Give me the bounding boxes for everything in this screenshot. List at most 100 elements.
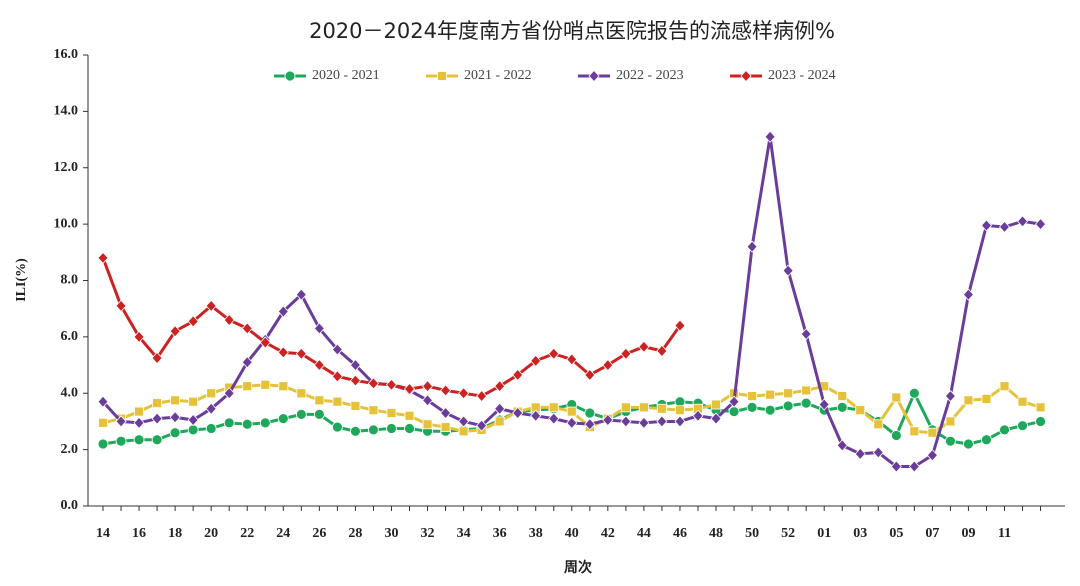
point bbox=[566, 353, 578, 366]
point bbox=[421, 394, 434, 407]
point bbox=[349, 358, 361, 372]
point bbox=[836, 401, 848, 413]
point bbox=[638, 340, 650, 353]
point bbox=[674, 396, 686, 408]
point bbox=[188, 396, 199, 407]
x-tick-label: 50 bbox=[745, 526, 759, 541]
chart-title: 2020－2024年度南方省份哨点医院报告的流感样病例% bbox=[309, 19, 835, 43]
point bbox=[800, 397, 812, 409]
x-tick-label: 46 bbox=[673, 526, 687, 541]
point bbox=[187, 315, 199, 328]
point bbox=[350, 425, 361, 437]
point bbox=[151, 351, 163, 365]
point bbox=[368, 424, 379, 436]
point bbox=[1035, 402, 1046, 413]
point bbox=[223, 313, 235, 327]
point bbox=[584, 407, 596, 419]
point bbox=[241, 418, 253, 430]
point bbox=[999, 424, 1010, 436]
x-tick-label: 18 bbox=[168, 526, 182, 541]
point bbox=[259, 336, 271, 349]
legend-marker bbox=[740, 69, 752, 83]
point bbox=[999, 381, 1010, 392]
point bbox=[926, 449, 938, 462]
point bbox=[151, 412, 163, 425]
point bbox=[854, 447, 866, 460]
x-tick-label: 14 bbox=[96, 526, 110, 541]
point bbox=[386, 423, 397, 434]
point bbox=[314, 395, 325, 406]
point bbox=[764, 130, 776, 143]
point bbox=[97, 251, 109, 265]
y-tick-label: 4.0 bbox=[61, 385, 79, 400]
y-tick-label: 16.0 bbox=[54, 47, 79, 62]
point bbox=[331, 343, 343, 356]
x-tick-label: 38 bbox=[529, 526, 543, 541]
x-tick-label: 42 bbox=[601, 526, 615, 541]
point bbox=[927, 427, 938, 438]
x-tick-label: 32 bbox=[421, 526, 435, 541]
point bbox=[313, 358, 325, 372]
point bbox=[277, 413, 289, 425]
point bbox=[206, 388, 217, 399]
point bbox=[115, 415, 127, 428]
point bbox=[764, 404, 776, 416]
point bbox=[440, 406, 452, 420]
point bbox=[800, 327, 812, 341]
point bbox=[331, 370, 343, 383]
point bbox=[765, 389, 776, 400]
y-tick-label: 12.0 bbox=[54, 160, 79, 175]
point bbox=[295, 408, 307, 420]
point bbox=[1035, 416, 1046, 427]
point bbox=[512, 368, 524, 382]
point bbox=[187, 424, 199, 436]
point bbox=[205, 423, 217, 434]
x-tick-label: 11 bbox=[998, 526, 1011, 541]
point bbox=[259, 417, 271, 429]
point bbox=[674, 319, 686, 332]
point bbox=[908, 460, 920, 473]
point bbox=[945, 435, 956, 447]
x-tick-label: 05 bbox=[889, 526, 903, 541]
point bbox=[205, 402, 217, 415]
x-tick-label: 40 bbox=[565, 526, 579, 541]
point bbox=[710, 412, 722, 425]
point bbox=[890, 460, 902, 473]
point bbox=[476, 389, 488, 403]
point bbox=[115, 435, 127, 447]
point bbox=[638, 416, 650, 429]
point bbox=[746, 240, 758, 253]
point bbox=[981, 393, 992, 404]
point bbox=[151, 434, 163, 446]
y-tick-label: 0.0 bbox=[61, 498, 79, 513]
point bbox=[223, 387, 235, 400]
x-tick-label: 30 bbox=[384, 526, 398, 541]
y-tick-label: 6.0 bbox=[61, 329, 79, 344]
point bbox=[746, 401, 758, 413]
point bbox=[133, 434, 145, 446]
point bbox=[278, 381, 289, 392]
point bbox=[783, 388, 794, 399]
point bbox=[711, 399, 721, 410]
legend-label: 2021 - 2022 bbox=[464, 68, 532, 83]
point bbox=[872, 446, 884, 459]
point bbox=[782, 264, 794, 277]
point bbox=[458, 415, 470, 428]
point bbox=[620, 402, 631, 413]
point bbox=[494, 380, 506, 393]
x-tick-label: 01 bbox=[817, 526, 831, 541]
point bbox=[350, 401, 361, 411]
point bbox=[890, 430, 902, 441]
point bbox=[782, 400, 794, 412]
point bbox=[296, 388, 307, 399]
point bbox=[980, 219, 993, 232]
legend-label: 2023 - 2024 bbox=[768, 68, 836, 83]
point bbox=[728, 395, 740, 408]
point bbox=[97, 438, 109, 450]
point bbox=[421, 380, 434, 393]
point bbox=[458, 426, 469, 437]
point bbox=[530, 354, 542, 367]
point bbox=[530, 409, 542, 422]
point bbox=[242, 381, 253, 392]
